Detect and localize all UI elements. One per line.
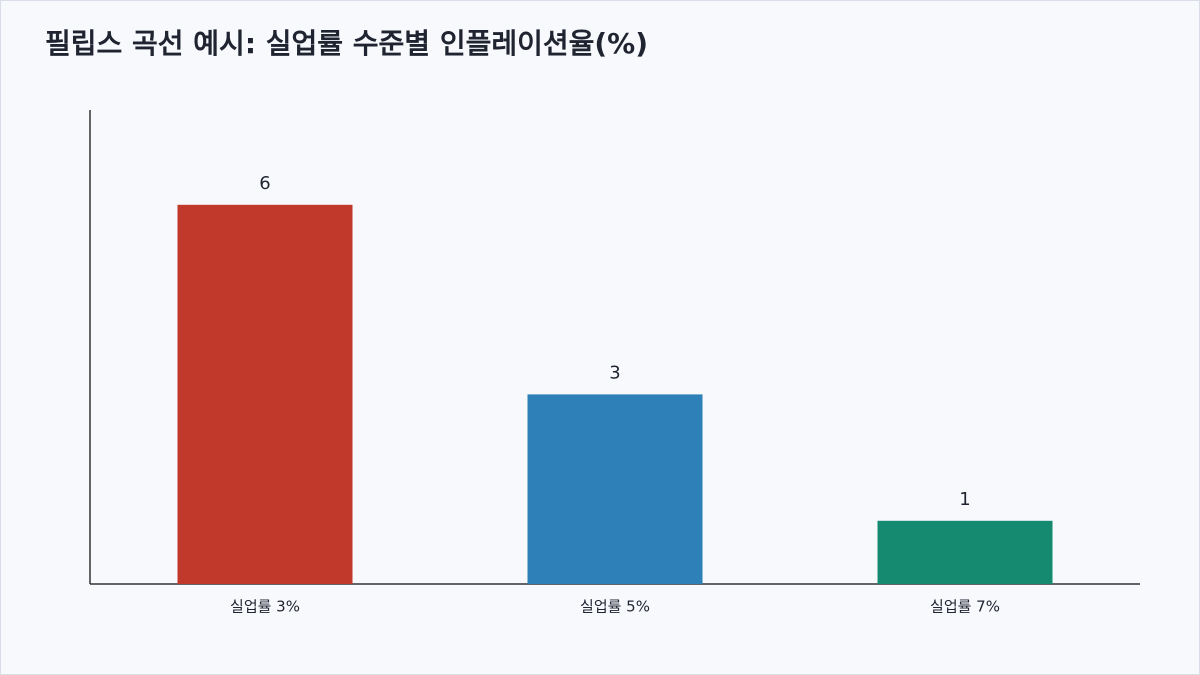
bar: [527, 394, 703, 584]
bar: [177, 204, 353, 585]
value-label: 1: [959, 489, 970, 510]
value-label: 3: [609, 362, 620, 383]
bar: [877, 520, 1053, 584]
value-label: 6: [259, 173, 270, 194]
chart-title: 필립스 곡선 예시: 실업률 수준별 인플레이션율(%): [45, 27, 648, 60]
x-tick-label: 실업률 3%: [230, 598, 300, 616]
x-tick-label: 실업률 7%: [930, 598, 1000, 616]
x-tick-label: 실업률 5%: [580, 598, 650, 616]
